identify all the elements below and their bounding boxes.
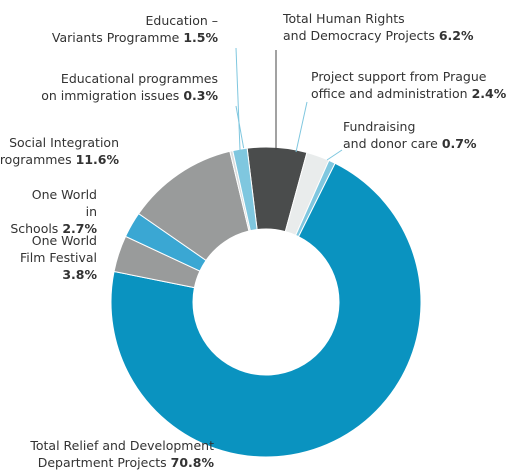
category-label: Fundraising and donor care <box>343 119 438 151</box>
slice-label: Total Relief and Development Department … <box>30 437 214 471</box>
value-label: 0.7% <box>441 136 477 151</box>
slice-label: Fundraising and donor care 0.7% <box>343 118 477 152</box>
slice-label: Educational programmes on immigration is… <box>41 70 218 104</box>
value-label: 0.3% <box>183 88 218 103</box>
slice-label: Social Integration Programmes 11.6% <box>0 134 119 168</box>
value-label: 2.4% <box>471 86 507 101</box>
slice-label: Project support from Prague office and a… <box>311 68 506 102</box>
category-label: Education – Variants Programme <box>51 13 218 45</box>
leader-line <box>235 105 245 151</box>
category-label: Total Human Rights and Democracy Project… <box>283 11 435 43</box>
leader-line <box>295 101 308 153</box>
leader-line <box>326 149 343 161</box>
donut-slice <box>110 162 422 458</box>
value-label: 1.5% <box>183 30 218 45</box>
category-label: Project support from Prague office and a… <box>311 69 487 101</box>
slice-label: One World in Schools 2.7% <box>0 186 97 237</box>
leader-line <box>235 47 241 151</box>
category-label: One World Film Festival <box>20 233 97 265</box>
value-label: 70.8% <box>170 455 214 470</box>
category-label: One World in Schools <box>10 187 97 236</box>
donut-slice <box>232 147 258 232</box>
value-label: 11.6% <box>75 152 119 167</box>
value-label: 6.2% <box>438 28 474 43</box>
slice-label: Total Human Rights and Democracy Project… <box>283 10 474 44</box>
value-label: 2.7% <box>62 221 97 236</box>
category-label: Educational programmes on immigration is… <box>41 71 218 103</box>
value-label: 3.8% <box>62 267 97 282</box>
category-label: Total Relief and Development Department … <box>30 438 214 470</box>
category-label: Social Integration Programmes <box>0 135 119 167</box>
slice-label: One World Film Festival 3.8% <box>20 232 97 283</box>
slice-label: Education – Variants Programme 1.5% <box>52 12 218 46</box>
